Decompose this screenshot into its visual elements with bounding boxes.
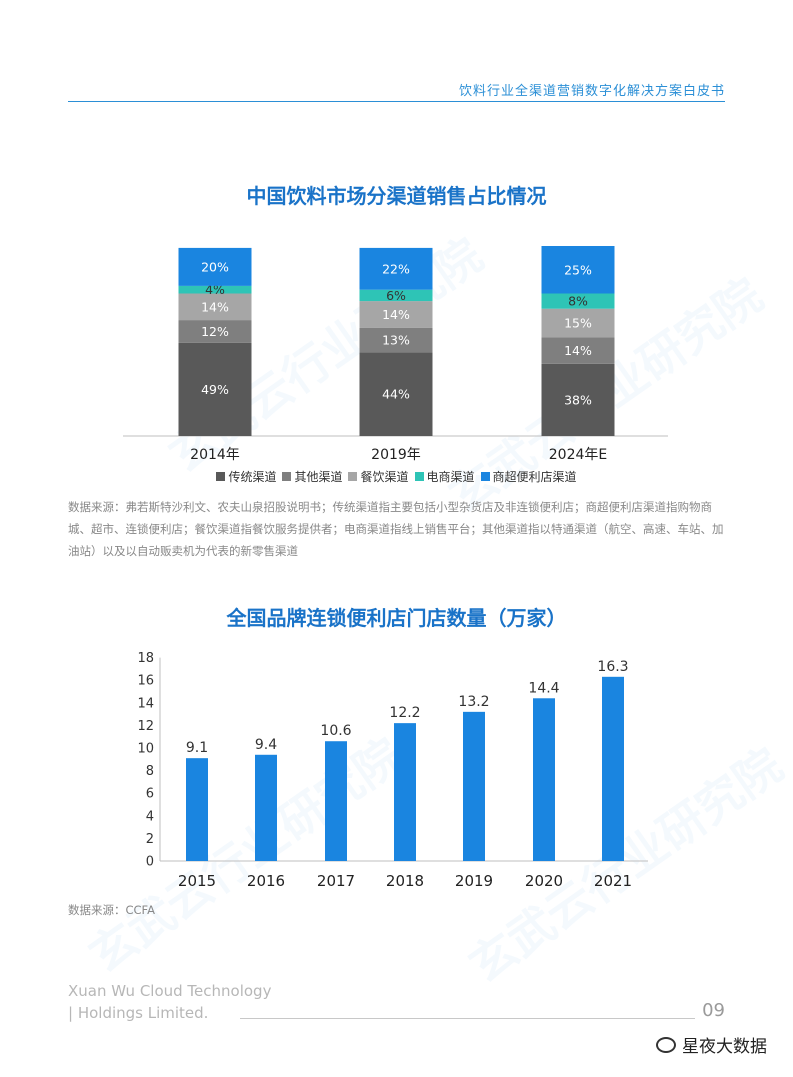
segment-label: 15% [564,315,592,330]
legend-swatch [282,472,292,481]
y-tick-label: 8 [146,764,154,779]
chart1-title: 中国饮料市场分渠道销售占比情况 [246,184,547,208]
bar-segment [541,363,615,436]
legend-swatch [414,472,424,481]
segment-label: 20% [201,259,229,274]
legend-item: 其他渠道 [282,468,342,485]
y-tick-label: 16 [137,674,154,689]
y-tick-label: 12 [137,719,154,734]
bar-segment [541,308,615,338]
y-tick-label: 18 [137,651,154,666]
data-label: 16.3 [597,659,628,675]
wechat-account-badge: 星夜大数据 [656,1032,767,1057]
legend-label: 电商渠道 [426,470,475,484]
bar-segment [359,289,433,302]
legend-item: 传统渠道 [216,468,276,485]
legend-swatch [480,472,490,481]
bar-segment [178,320,252,343]
segment-label: 14% [564,343,592,358]
segment-label: 13% [382,333,410,348]
legend-item: 电商渠道 [414,468,475,485]
legend-label: 传统渠道 [228,470,277,484]
chart2-source-note: 数据来源：CCFA [68,903,155,917]
data-label: 12.2 [389,705,420,721]
wechat-account-name: 星夜大数据 [682,1037,767,1057]
y-tick-label: 10 [137,742,154,757]
category-label: 2018 [386,872,424,890]
category-label: 2019 [455,872,493,890]
data-label: 9.4 [255,737,277,753]
segment-label: 38% [564,392,592,407]
header-divider [68,101,725,102]
y-tick-label: 14 [137,696,154,711]
data-label: 10.6 [320,723,351,739]
data-label: 14.4 [528,680,559,696]
store-count-bar-chart: 0 2 4 6 8 10 12 14 16 18 9.1 2015 9.4 2016 10.6 2017 12.… [137,651,648,890]
footer-divider [240,1018,695,1019]
y-tick-label: 2 [146,832,154,847]
data-label: 9.1 [186,740,208,756]
legend-item: 商超便利店渠道 [480,468,577,485]
category-label: 2021 [594,872,632,890]
legend-label: 其他渠道 [294,470,343,484]
bar-segment [359,247,433,290]
category-label: 2019年 [371,447,421,463]
bar-segment [359,301,433,328]
legend-label: 餐饮渠道 [360,470,409,484]
bar-segment [359,327,433,353]
segment-label: 4% [205,282,225,297]
bar [186,758,208,861]
bar-segment [178,285,252,294]
y-tick-label: 6 [146,787,154,802]
y-tick-label: 4 [146,809,154,824]
bar-segment [541,246,615,294]
legend-swatch [348,472,358,481]
bar-segment [541,337,615,364]
segment-label: 14% [382,307,410,322]
legend-swatch [216,472,226,481]
category-label: 2020 [525,872,563,890]
chart1-legend: 传统渠道 其他渠道 餐饮渠道 电商渠道 商超便利店渠道 [0,468,793,485]
company-line-2: | Holdings Limited. [68,1004,209,1022]
segment-label: 6% [386,288,406,303]
bar-segment [178,342,252,436]
category-label: 2014年 [190,447,240,463]
data-label: 13.2 [458,694,489,710]
category-label: 2017 [317,872,355,890]
legend-label: 商超便利店渠道 [492,470,577,484]
bar [602,676,624,861]
bar-segment [541,293,615,309]
category-label: 2024年E [549,447,607,463]
chart1-source-note: 数据来源：弗若斯特沙利文、农夫山泉招股说明书；传统渠道指主要包括小型杂货店及非连… [68,500,724,558]
bar-segment [178,293,252,321]
category-label: 2016 [247,872,285,890]
category-label: 2015 [178,872,216,890]
bar [255,754,277,861]
segment-label: 44% [382,387,410,402]
company-line-1: Xuan Wu Cloud Technology [68,982,272,1000]
segment-label: 25% [564,262,592,277]
segment-label: 8% [568,294,588,309]
page-number: 09 [702,1000,725,1021]
segment-label: 49% [201,382,229,397]
y-tick-label: 0 [146,855,154,870]
segment-label: 22% [382,261,410,276]
document-title: 饮料行业全渠道营销数字化解决方案白皮书 [458,84,725,99]
bar [463,711,485,861]
legend-item: 餐饮渠道 [348,468,409,485]
segment-label: 12% [201,324,229,339]
bar [394,723,416,861]
chart2-title: 全国品牌连锁便利店门店数量（万家） [226,606,567,630]
bar-segment [359,352,433,436]
bar [533,698,555,861]
wechat-icon [656,1036,676,1053]
bar [325,741,347,861]
segment-label: 14% [201,299,229,314]
company-name: Xuan Wu Cloud Technology | Holdings Limi… [68,980,271,1024]
bar-segment [178,247,252,286]
stacked-bar-chart: 49% 12% 14% 4% 20% 2014年 44% 13% 14% 6% 22% 2019年 38… [123,246,668,463]
